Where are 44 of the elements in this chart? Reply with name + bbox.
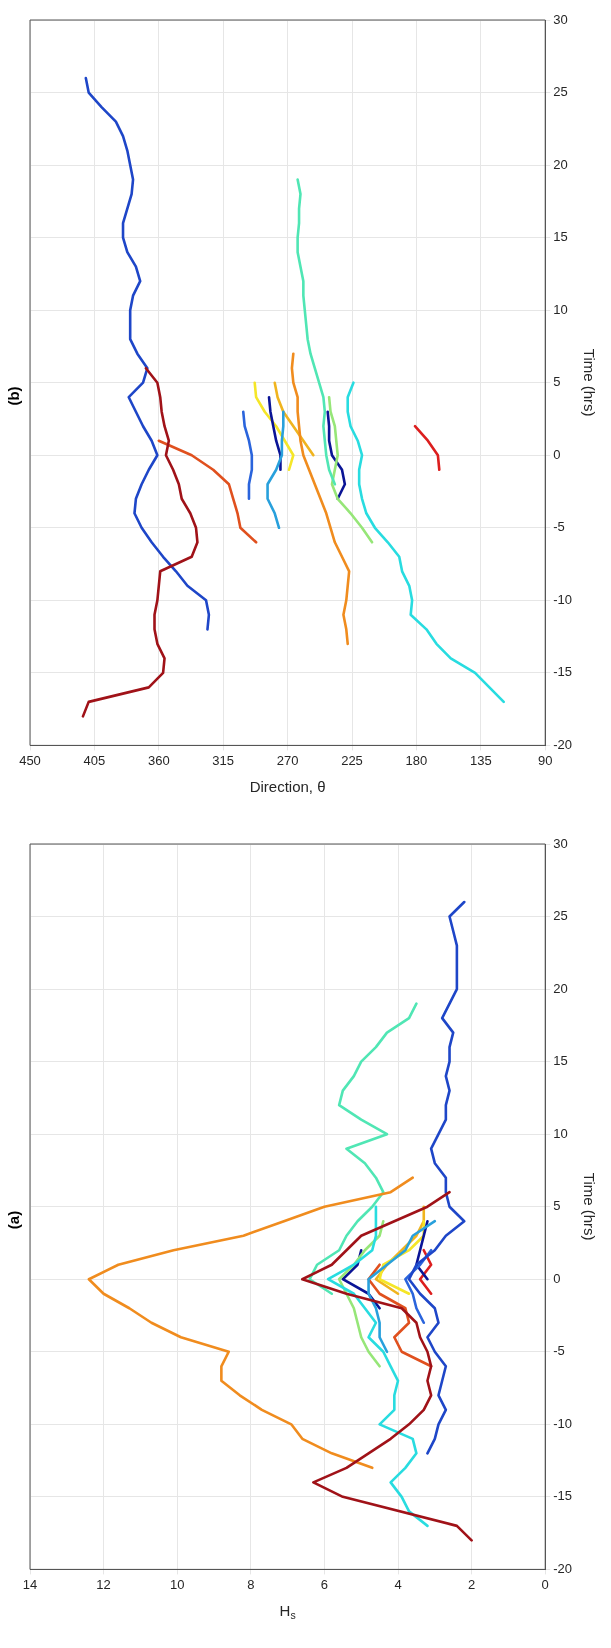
x-tick-label: 360 [147,752,170,768]
x-tick-label: 12 [96,1576,111,1592]
x-tick-label: 14 [22,1576,38,1592]
y-tick-label: 15 [553,229,568,245]
x-tick-label: 6 [320,1576,329,1592]
y-tick-label: 10 [553,301,568,317]
y-tick-label: 5 [553,374,561,390]
y-tick-label: 30 [553,835,568,851]
y-tick-label: 15 [553,1053,568,1069]
x-tick-label: 450 [19,752,41,768]
y-tick-label: 0 [553,1270,561,1286]
y-tick-label: -20 [553,1560,573,1576]
x-tick-label: 0 [541,1576,549,1592]
y-tick-label: 5 [553,1198,561,1214]
x-tick-label: 180 [405,752,428,768]
y-tick-label: 10 [553,1125,568,1141]
y-axis-title: Time (hrs) [580,348,598,417]
y-tick-label: -15 [553,1488,573,1504]
y-tick-label: 25 [553,908,568,924]
y-axis-title: Time (hrs) [580,1172,598,1241]
x-tick-label: 270 [276,752,299,768]
y-tick-label: 30 [553,11,568,27]
y-tick-label: -10 [553,1415,573,1431]
x-tick-label: 2 [467,1576,476,1592]
text: (a) [5,1210,23,1230]
x-tick-label: 225 [341,752,363,768]
y-tick-label: -5 [553,1343,565,1359]
x-tick-label: 90 [537,752,553,768]
y-tick-label: -10 [553,591,573,607]
x-tick-label: 405 [83,752,106,768]
x-tick-label: 8 [247,1576,255,1592]
y-tick-label: 20 [553,156,568,172]
x-axis-title: Direction, θ [249,777,326,795]
y-tick-label: -20 [553,736,573,752]
y-tick-label: 20 [553,980,568,996]
x-tick-label: 10 [169,1576,185,1592]
x-tick-label: 4 [394,1576,402,1592]
y-tick-label: -15 [553,664,573,680]
text: (b) [5,386,23,406]
x-tick-label: 135 [469,752,492,768]
y-tick-label: -5 [553,519,565,535]
x-tick-label: 315 [212,752,235,768]
y-tick-label: 25 [553,84,568,100]
y-tick-label: 0 [553,446,561,462]
